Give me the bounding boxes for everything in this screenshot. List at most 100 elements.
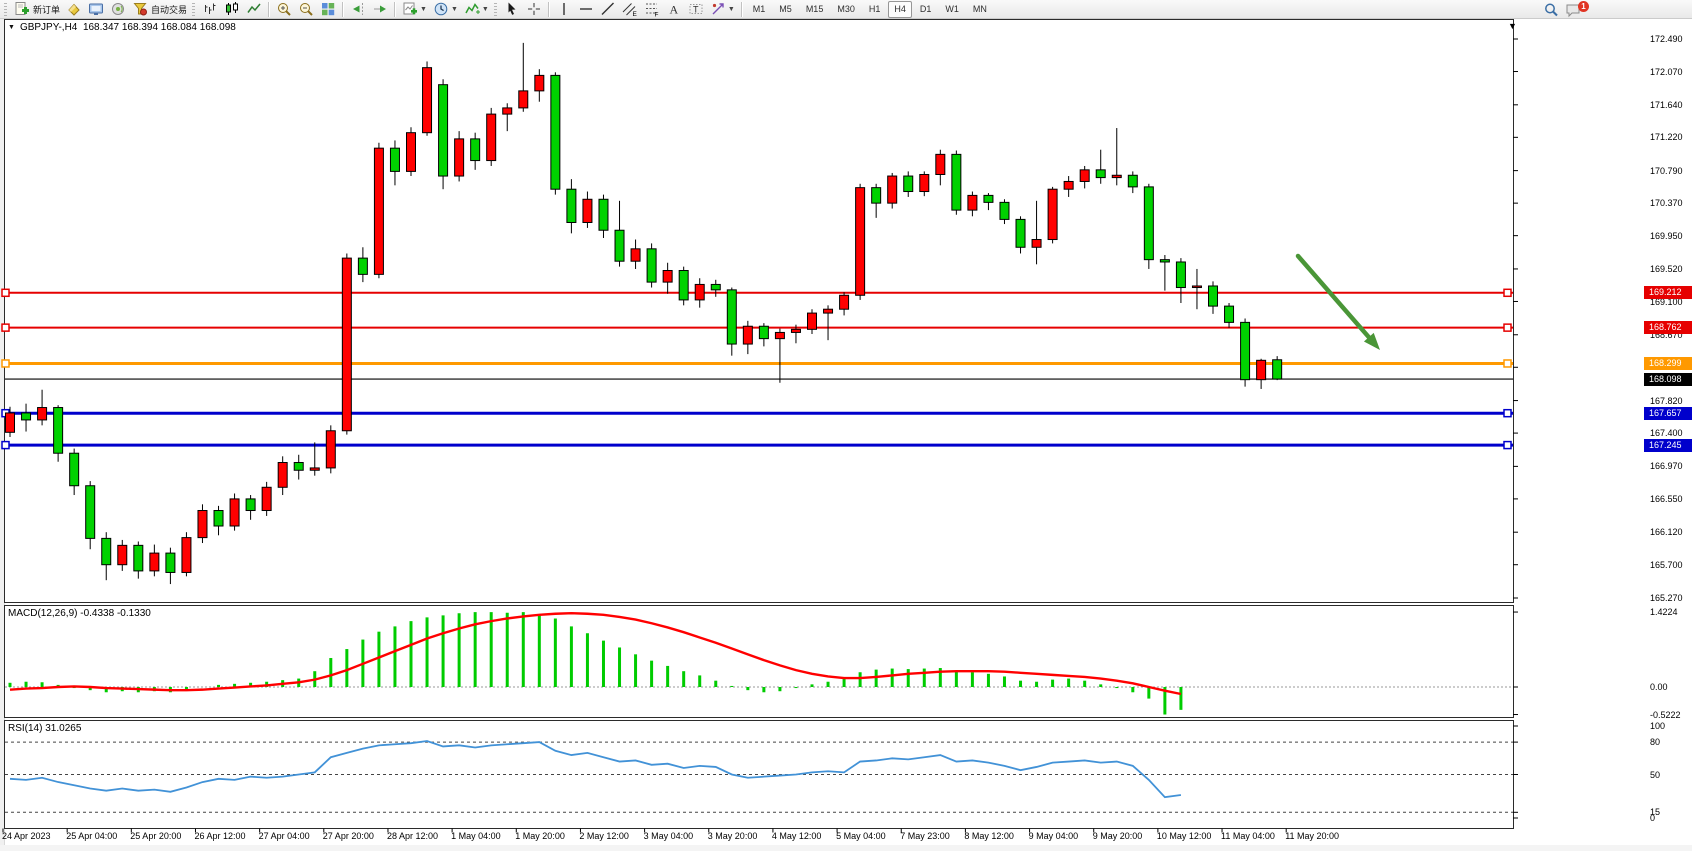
new-order-button[interactable]: 新订单 bbox=[12, 1, 62, 18]
candle-bearish bbox=[213, 510, 224, 527]
support-line-167657-handle[interactable] bbox=[1503, 408, 1512, 418]
resistance-line-169212-handle[interactable] bbox=[1503, 288, 1512, 298]
support-line-167245-handle[interactable] bbox=[1503, 440, 1512, 450]
svg-text:T: T bbox=[693, 5, 699, 15]
pivot-line-168299-handle[interactable] bbox=[1, 359, 10, 368]
autotrading-button[interactable]: 自动交易 bbox=[130, 1, 189, 18]
price-axis-label: 168.670 bbox=[1650, 329, 1683, 340]
chevron-down-icon[interactable]: ▼ bbox=[727, 5, 735, 13]
text-button[interactable]: A bbox=[664, 1, 684, 18]
timeframe-button-w1[interactable]: W1 bbox=[945, 3, 959, 14]
timeframe-button-h1[interactable]: H1 bbox=[868, 3, 881, 14]
time-axis-label: 5 May 04:00 bbox=[836, 831, 886, 841]
chevron-down-icon[interactable]: ▼ bbox=[481, 5, 489, 13]
sell-direction-arrowhead[interactable] bbox=[1363, 332, 1380, 350]
equidistant-channel-button[interactable]: E bbox=[620, 1, 640, 18]
pivot-line-168299-handle[interactable] bbox=[1503, 359, 1512, 368]
candle-bearish bbox=[85, 485, 96, 539]
time-axis-label: 3 May 04:00 bbox=[643, 831, 694, 841]
timeframe-button-m30[interactable]: M30 bbox=[837, 3, 855, 14]
auto-scroll-icon bbox=[372, 1, 388, 17]
candle-bearish bbox=[389, 147, 400, 172]
splitter-main-macd[interactable] bbox=[5, 603, 1513, 606]
time-axis-label: 4 May 12:00 bbox=[771, 831, 822, 841]
timeframe-button-m1[interactable]: M1 bbox=[752, 3, 766, 14]
price-axis-label: 166.120 bbox=[1650, 527, 1683, 538]
macd-panel[interactable] bbox=[4, 605, 1514, 718]
time-axis-label: 24 Apr 2023 bbox=[2, 831, 51, 841]
splitter-macd-rsi[interactable] bbox=[5, 718, 1513, 721]
tile-windows-button[interactable] bbox=[318, 1, 338, 18]
candle-bullish bbox=[534, 74, 545, 92]
timeframe-button-m5[interactable]: M5 bbox=[779, 3, 792, 14]
chevron-down-icon[interactable]: ▼ bbox=[450, 5, 458, 13]
time-axis-label: 25 Apr 20:00 bbox=[130, 831, 182, 841]
main-chart-panel[interactable] bbox=[4, 19, 1514, 603]
chevron-down-icon[interactable]: ▼ bbox=[420, 5, 427, 13]
zoom-in-icon bbox=[276, 1, 292, 17]
timeframe-button-mn[interactable]: MN bbox=[972, 3, 987, 14]
candle-bullish bbox=[406, 132, 416, 172]
trendline-button[interactable] bbox=[598, 1, 618, 18]
price-axis-label: 165.270 bbox=[1650, 593, 1683, 603]
zoom-out-button[interactable] bbox=[296, 1, 316, 18]
candle-chart-button[interactable] bbox=[222, 1, 242, 18]
text-label-button[interactable]: T bbox=[686, 1, 706, 18]
autotrading-button-label: 自动交易 bbox=[151, 4, 188, 15]
toolbar-grip bbox=[192, 2, 196, 16]
new-chart-icon bbox=[402, 1, 418, 17]
horizontal-line-button[interactable] bbox=[576, 1, 596, 18]
toolbar-separator bbox=[740, 1, 742, 17]
styles-button[interactable] bbox=[64, 1, 84, 18]
zoom-in-button[interactable] bbox=[274, 1, 294, 18]
crosshair-button[interactable] bbox=[524, 1, 544, 18]
cursor-button[interactable] bbox=[502, 1, 522, 18]
candle-bullish bbox=[887, 175, 898, 204]
notifications-chat-icon[interactable]: 1 bbox=[1563, 1, 1589, 18]
window-bottom-edge bbox=[0, 845, 1692, 851]
channel-icon: E bbox=[622, 1, 638, 17]
auto-scroll-button[interactable] bbox=[370, 1, 390, 18]
price-axis-label: 170.370 bbox=[1650, 198, 1683, 209]
candle-bullish bbox=[1256, 359, 1267, 381]
terminal-icon bbox=[88, 1, 104, 17]
support-line-167245-handle[interactable] bbox=[1, 440, 10, 450]
indicators-button[interactable]: ▼ bbox=[462, 1, 491, 18]
new-order-button-label: 新订单 bbox=[33, 4, 61, 15]
vertical-line-button[interactable] bbox=[554, 1, 574, 18]
candle-bearish bbox=[438, 84, 449, 177]
search-icon[interactable] bbox=[1541, 1, 1561, 18]
periods-icon bbox=[433, 1, 449, 17]
candle-bearish bbox=[710, 283, 721, 291]
candle-bearish bbox=[614, 229, 625, 262]
price-axis-label: 172.490 bbox=[1650, 34, 1683, 44]
rsi-panel[interactable] bbox=[4, 720, 1514, 829]
resistance-line-168762-handle[interactable] bbox=[1503, 323, 1512, 332]
resistance-line-168762-handle[interactable] bbox=[1, 323, 10, 332]
candle-bullish bbox=[742, 325, 753, 345]
one-click-trading-collapse-icon[interactable]: ▼ bbox=[8, 24, 15, 31]
time-axis-label: 7 May 23:00 bbox=[900, 831, 950, 841]
timeframe-button-h4[interactable]: H4 bbox=[888, 0, 912, 18]
line-chart-button[interactable] bbox=[244, 1, 264, 18]
signals-button[interactable] bbox=[108, 1, 128, 18]
new-chart-button[interactable]: ▼ bbox=[400, 1, 429, 18]
chart-workspace[interactable]: ▼ GBPJPY-,H4 168.347 168.394 168.084 168.… bbox=[0, 19, 1692, 851]
timeframe-button-m15[interactable]: M15 bbox=[805, 3, 824, 14]
chart-canvas[interactable] bbox=[0, 19, 1692, 851]
candle-bullish bbox=[373, 147, 384, 275]
bar-chart-button[interactable] bbox=[200, 1, 220, 18]
macd-scale-label: -0.5222 bbox=[1650, 709, 1681, 720]
sell-direction-arrow[interactable] bbox=[1295, 253, 1372, 340]
price-axis-label: 169.520 bbox=[1650, 263, 1683, 274]
resistance-line-169212-handle[interactable] bbox=[1, 288, 10, 298]
timeframe-button-d1[interactable]: D1 bbox=[919, 3, 932, 14]
time-axis-label: 25 Apr 04:00 bbox=[66, 831, 118, 841]
fibonacci-button[interactable]: F bbox=[642, 1, 662, 18]
terminal-button[interactable] bbox=[86, 1, 106, 18]
arrows-button[interactable]: ▼ bbox=[708, 1, 737, 18]
candle-bullish bbox=[790, 328, 801, 333]
chart-shift-button[interactable] bbox=[348, 1, 368, 18]
time-axis-label: 28 Apr 12:00 bbox=[387, 831, 439, 841]
periods-button[interactable]: ▼ bbox=[431, 1, 460, 18]
